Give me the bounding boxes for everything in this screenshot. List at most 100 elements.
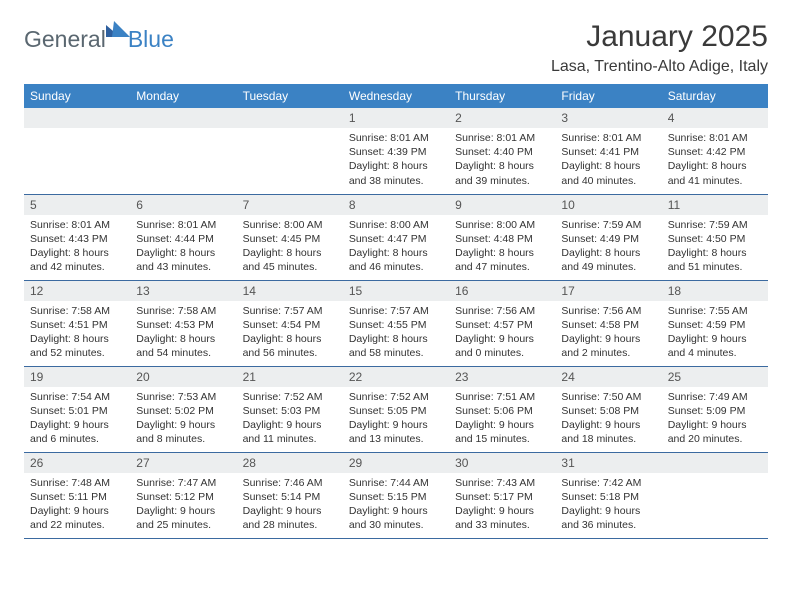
day-header: Saturday [662, 84, 768, 108]
week-row: 12Sunrise: 7:58 AMSunset: 4:51 PMDayligh… [24, 280, 768, 366]
day-cell: 3Sunrise: 8:01 AMSunset: 4:41 PMDaylight… [555, 108, 661, 194]
location: Lasa, Trentino-Alto Adige, Italy [551, 58, 768, 76]
day-body: Sunrise: 8:01 AMSunset: 4:43 PMDaylight:… [24, 215, 130, 280]
day-number: 26 [24, 453, 130, 473]
day-number [237, 108, 343, 128]
day-body: Sunrise: 7:56 AMSunset: 4:57 PMDaylight:… [449, 301, 555, 366]
day-cell [130, 108, 236, 194]
day-number: 18 [662, 281, 768, 301]
day-body: Sunrise: 8:01 AMSunset: 4:39 PMDaylight:… [343, 128, 449, 193]
day-cell: 26Sunrise: 7:48 AMSunset: 5:11 PMDayligh… [24, 452, 130, 538]
day-body: Sunrise: 8:00 AMSunset: 4:45 PMDaylight:… [237, 215, 343, 280]
day-header: Sunday [24, 84, 130, 108]
day-body: Sunrise: 7:43 AMSunset: 5:17 PMDaylight:… [449, 473, 555, 538]
day-number: 10 [555, 195, 661, 215]
day-cell: 10Sunrise: 7:59 AMSunset: 4:49 PMDayligh… [555, 194, 661, 280]
day-number: 14 [237, 281, 343, 301]
day-body: Sunrise: 7:46 AMSunset: 5:14 PMDaylight:… [237, 473, 343, 538]
day-body: Sunrise: 7:44 AMSunset: 5:15 PMDaylight:… [343, 473, 449, 538]
day-number: 17 [555, 281, 661, 301]
day-body: Sunrise: 7:53 AMSunset: 5:02 PMDaylight:… [130, 387, 236, 452]
day-cell: 22Sunrise: 7:52 AMSunset: 5:05 PMDayligh… [343, 366, 449, 452]
logo-triangle-icon [106, 21, 130, 42]
day-header: Wednesday [343, 84, 449, 108]
day-body: Sunrise: 7:57 AMSunset: 4:55 PMDaylight:… [343, 301, 449, 366]
day-cell: 13Sunrise: 7:58 AMSunset: 4:53 PMDayligh… [130, 280, 236, 366]
title-block: January 2025 Lasa, Trentino-Alto Adige, … [551, 20, 768, 76]
day-number: 7 [237, 195, 343, 215]
day-number: 27 [130, 453, 236, 473]
day-cell [237, 108, 343, 194]
day-number: 28 [237, 453, 343, 473]
week-row: 26Sunrise: 7:48 AMSunset: 5:11 PMDayligh… [24, 452, 768, 538]
day-body: Sunrise: 7:51 AMSunset: 5:06 PMDaylight:… [449, 387, 555, 452]
day-number: 2 [449, 108, 555, 128]
day-cell: 11Sunrise: 7:59 AMSunset: 4:50 PMDayligh… [662, 194, 768, 280]
day-number: 13 [130, 281, 236, 301]
day-number: 1 [343, 108, 449, 128]
day-header: Thursday [449, 84, 555, 108]
day-number [662, 453, 768, 473]
day-cell [24, 108, 130, 194]
day-number: 21 [237, 367, 343, 387]
day-body: Sunrise: 7:57 AMSunset: 4:54 PMDaylight:… [237, 301, 343, 366]
day-number: 23 [449, 367, 555, 387]
day-cell: 30Sunrise: 7:43 AMSunset: 5:17 PMDayligh… [449, 452, 555, 538]
day-body: Sunrise: 8:00 AMSunset: 4:47 PMDaylight:… [343, 215, 449, 280]
day-number: 9 [449, 195, 555, 215]
day-body: Sunrise: 7:56 AMSunset: 4:58 PMDaylight:… [555, 301, 661, 366]
day-cell: 2Sunrise: 8:01 AMSunset: 4:40 PMDaylight… [449, 108, 555, 194]
day-cell: 18Sunrise: 7:55 AMSunset: 4:59 PMDayligh… [662, 280, 768, 366]
day-body: Sunrise: 7:59 AMSunset: 4:50 PMDaylight:… [662, 215, 768, 280]
day-number: 15 [343, 281, 449, 301]
day-cell: 28Sunrise: 7:46 AMSunset: 5:14 PMDayligh… [237, 452, 343, 538]
day-body: Sunrise: 7:47 AMSunset: 5:12 PMDaylight:… [130, 473, 236, 538]
day-body: Sunrise: 7:50 AMSunset: 5:08 PMDaylight:… [555, 387, 661, 452]
day-number: 24 [555, 367, 661, 387]
day-body: Sunrise: 7:49 AMSunset: 5:09 PMDaylight:… [662, 387, 768, 452]
day-number: 30 [449, 453, 555, 473]
day-cell: 27Sunrise: 7:47 AMSunset: 5:12 PMDayligh… [130, 452, 236, 538]
day-body: Sunrise: 7:42 AMSunset: 5:18 PMDaylight:… [555, 473, 661, 538]
day-cell: 4Sunrise: 8:01 AMSunset: 4:42 PMDaylight… [662, 108, 768, 194]
day-cell: 24Sunrise: 7:50 AMSunset: 5:08 PMDayligh… [555, 366, 661, 452]
day-header-row: SundayMondayTuesdayWednesdayThursdayFrid… [24, 84, 768, 108]
day-number: 11 [662, 195, 768, 215]
day-number: 3 [555, 108, 661, 128]
day-body: Sunrise: 7:55 AMSunset: 4:59 PMDaylight:… [662, 301, 768, 366]
day-cell: 19Sunrise: 7:54 AMSunset: 5:01 PMDayligh… [24, 366, 130, 452]
day-number: 22 [343, 367, 449, 387]
day-cell [662, 452, 768, 538]
day-body: Sunrise: 8:01 AMSunset: 4:40 PMDaylight:… [449, 128, 555, 193]
day-body: Sunrise: 8:01 AMSunset: 4:44 PMDaylight:… [130, 215, 236, 280]
day-cell: 14Sunrise: 7:57 AMSunset: 4:54 PMDayligh… [237, 280, 343, 366]
day-number: 4 [662, 108, 768, 128]
day-body: Sunrise: 7:59 AMSunset: 4:49 PMDaylight:… [555, 215, 661, 280]
day-number: 12 [24, 281, 130, 301]
day-cell: 23Sunrise: 7:51 AMSunset: 5:06 PMDayligh… [449, 366, 555, 452]
day-cell: 20Sunrise: 7:53 AMSunset: 5:02 PMDayligh… [130, 366, 236, 452]
logo: General Blue [24, 26, 174, 53]
day-cell: 29Sunrise: 7:44 AMSunset: 5:15 PMDayligh… [343, 452, 449, 538]
day-number: 16 [449, 281, 555, 301]
day-cell: 5Sunrise: 8:01 AMSunset: 4:43 PMDaylight… [24, 194, 130, 280]
day-body: Sunrise: 8:00 AMSunset: 4:48 PMDaylight:… [449, 215, 555, 280]
day-body: Sunrise: 8:01 AMSunset: 4:42 PMDaylight:… [662, 128, 768, 193]
day-body: Sunrise: 8:01 AMSunset: 4:41 PMDaylight:… [555, 128, 661, 193]
day-cell: 25Sunrise: 7:49 AMSunset: 5:09 PMDayligh… [662, 366, 768, 452]
day-body: Sunrise: 7:58 AMSunset: 4:53 PMDaylight:… [130, 301, 236, 366]
day-body: Sunrise: 7:52 AMSunset: 5:05 PMDaylight:… [343, 387, 449, 452]
day-cell: 8Sunrise: 8:00 AMSunset: 4:47 PMDaylight… [343, 194, 449, 280]
month-title: January 2025 [551, 20, 768, 54]
day-number: 6 [130, 195, 236, 215]
calendar-table: SundayMondayTuesdayWednesdayThursdayFrid… [24, 84, 768, 539]
day-cell: 15Sunrise: 7:57 AMSunset: 4:55 PMDayligh… [343, 280, 449, 366]
day-number: 25 [662, 367, 768, 387]
day-number: 20 [130, 367, 236, 387]
day-body: Sunrise: 7:48 AMSunset: 5:11 PMDaylight:… [24, 473, 130, 538]
day-header: Friday [555, 84, 661, 108]
day-number: 8 [343, 195, 449, 215]
day-number: 29 [343, 453, 449, 473]
day-cell: 9Sunrise: 8:00 AMSunset: 4:48 PMDaylight… [449, 194, 555, 280]
header: General Blue January 2025 Lasa, Trentino… [24, 20, 768, 76]
